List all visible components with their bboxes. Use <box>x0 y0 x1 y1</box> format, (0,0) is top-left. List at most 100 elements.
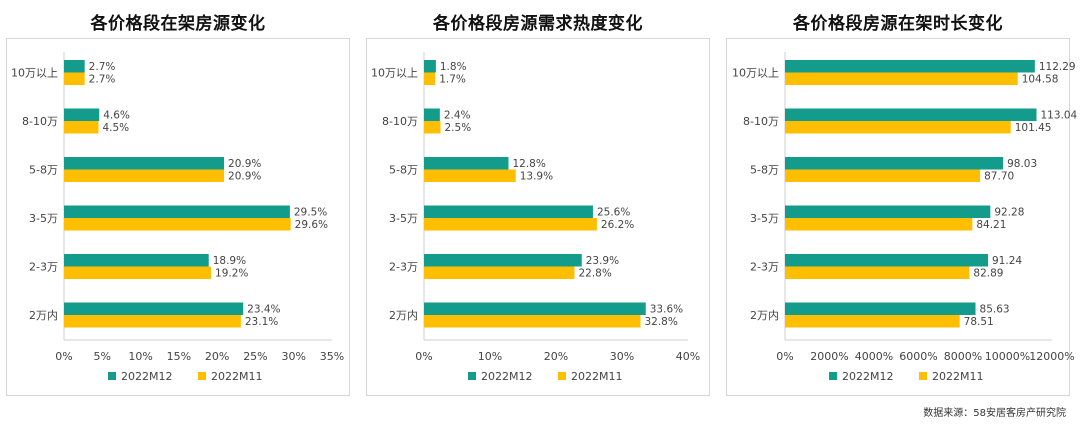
x-tick-label: 30% <box>281 350 305 363</box>
chart-panel-2: 各价格段房源需求热度变化 0% 10% 20% 30% 40% 10万以上 1.8% 1.7%… <box>362 0 714 425</box>
data-label: 2.4% <box>444 110 471 122</box>
x-tick-label: 10000% <box>985 350 1030 363</box>
chart-title: 各价格段房源在架时长变化 <box>793 14 1003 34</box>
data-label: 29.6% <box>295 219 328 231</box>
bar-2022M12 <box>785 60 1035 73</box>
bar-2022M11 <box>64 72 85 85</box>
y-category-label: 2万内 <box>750 308 779 322</box>
y-category-label: 2-3万 <box>750 261 779 274</box>
x-tick-label: 40% <box>676 350 700 363</box>
x-tick-label: 10% <box>128 350 152 363</box>
y-category-label: 10万以上 <box>732 67 779 80</box>
legend-label: 2022M11 <box>571 370 622 383</box>
x-tick-label: 10% <box>478 350 502 363</box>
y-category-label: 10万以上 <box>371 67 418 80</box>
y-category-label: 5-8万 <box>389 164 418 177</box>
bar-2022M11 <box>64 315 241 328</box>
data-label: 20.9% <box>228 171 261 183</box>
chart-title: 各价格段在架房源变化 <box>90 14 266 34</box>
source-note: 数据来源：58安居客房产研究院 <box>923 408 1066 419</box>
legend-label: 2022M12 <box>842 370 893 383</box>
bar-2022M11 <box>785 266 970 279</box>
bar-2022M11 <box>424 72 436 85</box>
y-category-label: 8-10万 <box>382 115 418 128</box>
bar-2022M12 <box>785 108 1037 121</box>
bar-2022M12 <box>785 302 976 315</box>
data-label: 29.5% <box>294 207 327 219</box>
bar-2022M11 <box>424 121 441 134</box>
data-label: 92.28 <box>994 207 1024 219</box>
bar-2022M12 <box>424 205 593 218</box>
x-tick-label: 2000% <box>810 350 848 363</box>
data-label: 101.45 <box>1015 122 1052 134</box>
bar-2022M12 <box>424 60 436 73</box>
bar-chart: 0% 10% 20% 30% 40% 10万以上 1.8%1.7% 8-10万 2.4%2.5%… <box>371 52 700 383</box>
y-category-label: 8-10万 <box>743 115 779 128</box>
x-tick-label: 4000% <box>855 350 893 363</box>
chart-frame <box>366 38 710 396</box>
x-tick-label: 0% <box>776 350 793 363</box>
bar-2022M12 <box>64 302 244 315</box>
bar-2022M12 <box>64 254 209 267</box>
bar-2022M12 <box>424 302 646 315</box>
bar-2022M11 <box>424 266 575 279</box>
bar-2022M12 <box>785 157 1004 170</box>
data-label: 2.5% <box>445 122 472 134</box>
data-label: 23.9% <box>586 255 619 267</box>
legend-label: 2022M11 <box>211 370 262 383</box>
y-category-label: 10万以上 <box>11 67 58 80</box>
bar-chart: 0% 5% 10% 15% 20% 25% 30% 35% 10万以上 2.7%2.7% 8-10万… <box>11 52 344 383</box>
x-tick-label: 6000% <box>899 350 937 363</box>
y-category-label: 3-5万 <box>389 212 418 225</box>
data-label: 26.2% <box>601 219 634 231</box>
bar-2022M11 <box>785 121 1011 134</box>
data-label: 85.63 <box>980 304 1010 316</box>
bar-2022M11 <box>785 169 981 182</box>
data-label: 18.9% <box>213 255 246 267</box>
legend-swatch <box>919 372 927 380</box>
bar-2022M11 <box>424 315 641 328</box>
bar-2022M12 <box>64 60 85 73</box>
y-category-label: 5-8万 <box>750 164 779 177</box>
data-label: 1.7% <box>439 74 466 86</box>
chart-panel-1: 各价格段在架房源变化 0% 5% 10% 15% 20% 25% 30% 35% 10万以上 2.… <box>2 0 354 425</box>
bar-2022M12 <box>64 157 225 170</box>
bar-2022M12 <box>424 254 582 267</box>
bar-2022M11 <box>785 72 1018 85</box>
y-category-label: 8-10万 <box>22 115 58 128</box>
y-category-label: 2万内 <box>29 308 58 322</box>
data-label: 113.04 <box>1041 110 1078 122</box>
x-tick-label: 0% <box>55 350 72 363</box>
data-label: 13.9% <box>520 171 553 183</box>
data-label: 32.8% <box>644 316 677 328</box>
chart-panel-3: 各价格段房源在架时长变化 0% 2000% 4000% 6000% 8000% 10000… <box>722 0 1078 425</box>
bar-2022M11 <box>64 218 291 231</box>
data-label: 84.21 <box>976 219 1006 231</box>
chart-frame <box>726 38 1070 396</box>
y-category-label: 2-3万 <box>29 261 58 274</box>
legend-swatch <box>558 372 566 380</box>
bar-2022M11 <box>64 266 212 279</box>
bar-2022M12 <box>785 254 989 267</box>
bar-2022M12 <box>785 205 991 218</box>
bar-2022M11 <box>64 121 99 134</box>
data-label: 4.6% <box>103 110 130 122</box>
data-label: 104.58 <box>1022 74 1059 86</box>
bar-2022M12 <box>424 108 440 121</box>
data-label: 33.6% <box>650 304 683 316</box>
legend-label: 2022M12 <box>481 370 532 383</box>
legend-label: 2022M12 <box>121 370 172 383</box>
legend-label: 2022M11 <box>932 370 983 383</box>
data-label: 87.70 <box>984 171 1014 183</box>
y-category-label: 2万内 <box>389 308 418 322</box>
data-label: 112.29 <box>1039 61 1076 73</box>
bar-2022M11 <box>785 218 973 231</box>
data-label: 23.4% <box>247 304 280 316</box>
y-category-label: 3-5万 <box>750 212 779 225</box>
data-label: 2.7% <box>89 74 116 86</box>
bar-2022M11 <box>785 315 960 328</box>
legend-swatch <box>829 372 837 380</box>
data-label: 91.24 <box>992 255 1022 267</box>
data-label: 12.8% <box>512 158 545 170</box>
data-label: 1.8% <box>440 61 467 73</box>
